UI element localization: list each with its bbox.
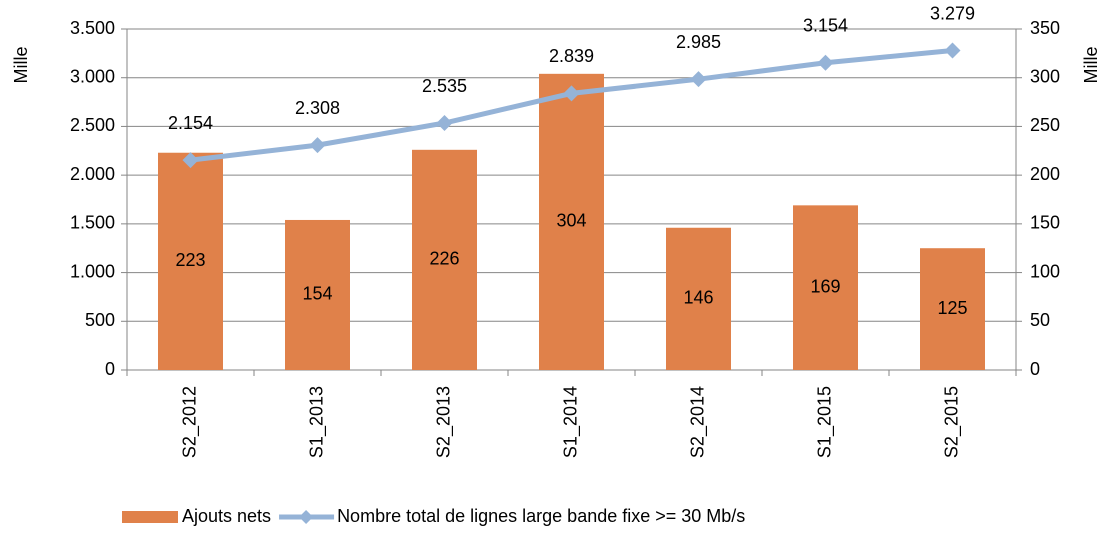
x-tick-label: S1_2014 <box>560 386 581 458</box>
bar-value-label: 304 <box>556 211 586 231</box>
line-marker <box>817 54 834 71</box>
legend-label: Nombre total de lignes large bande fixe … <box>337 506 745 526</box>
bar-value-label: 154 <box>302 284 332 304</box>
line-value-label: 2.154 <box>168 113 213 133</box>
y2-tick-label: 300 <box>1030 66 1060 86</box>
y-tick-label: 2.000 <box>70 164 115 184</box>
x-tick-label: S2_2015 <box>941 386 962 458</box>
x-tick-label: S1_2013 <box>306 386 327 458</box>
bar-value-label: 169 <box>810 276 840 296</box>
y-tick-label: 2.500 <box>70 115 115 135</box>
line-marker <box>309 137 326 154</box>
x-tick-label: S1_2015 <box>814 386 835 458</box>
line-marker <box>944 42 961 59</box>
y2-tick-label: 50 <box>1030 310 1050 330</box>
line-marker <box>436 115 453 132</box>
y2-tick-label: 150 <box>1030 213 1060 233</box>
y-tick-label: 500 <box>85 310 115 330</box>
y-tick-label: 1.000 <box>70 261 115 281</box>
legend-label: Ajouts nets <box>182 506 271 526</box>
line-marker <box>563 85 580 102</box>
bar-value-label: 223 <box>175 250 205 270</box>
y2-tick-label: 350 <box>1030 18 1060 38</box>
x-tick-label: S2_2012 <box>179 386 200 458</box>
bar-value-label: 125 <box>937 298 967 318</box>
line-marker <box>690 71 707 88</box>
legend-marker <box>299 510 314 524</box>
y2-tick-label: 200 <box>1030 164 1060 184</box>
line-value-label: 3.154 <box>803 15 848 35</box>
bar <box>666 227 731 370</box>
y-tick-label: 3.000 <box>70 66 115 86</box>
line-value-label: 2.839 <box>549 46 594 66</box>
bar <box>539 73 604 371</box>
legend-swatch <box>122 511 178 523</box>
y-tick-label: 0 <box>105 359 115 379</box>
line-value-label: 2.535 <box>422 76 467 96</box>
x-tick-label: S2_2014 <box>687 386 708 458</box>
y-tick-label: 3.500 <box>70 18 115 38</box>
bar <box>412 149 477 370</box>
y2-axis-label: Mille <box>1081 46 1101 83</box>
y2-tick-label: 250 <box>1030 115 1060 135</box>
line-marker <box>182 152 199 169</box>
y-axis-label: Mille <box>11 46 31 83</box>
bar-value-label: 226 <box>429 249 459 269</box>
line-value-label: 2.308 <box>295 98 340 118</box>
x-tick-label: S2_2013 <box>433 386 454 458</box>
bar <box>285 219 350 370</box>
line-value-label: 2.985 <box>676 32 721 52</box>
bar <box>793 205 858 370</box>
bar <box>158 152 223 370</box>
y-tick-label: 1.500 <box>70 213 115 233</box>
bar-value-label: 146 <box>683 288 713 308</box>
y2-tick-label: 0 <box>1030 359 1040 379</box>
line-value-label: 3.279 <box>930 3 975 23</box>
y2-tick-label: 100 <box>1030 261 1060 281</box>
bar <box>920 248 985 370</box>
